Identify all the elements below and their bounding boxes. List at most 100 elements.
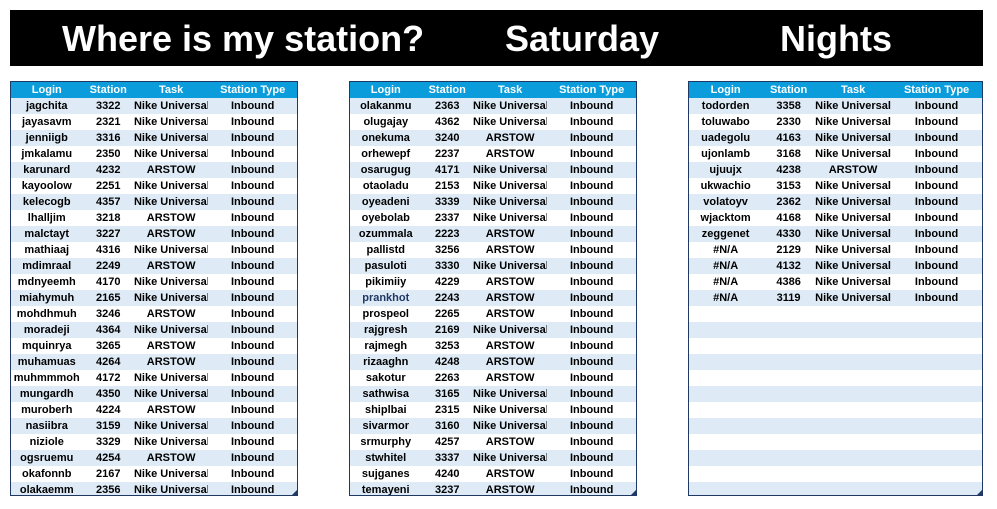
cell-station[interactable]: 4229 [421,274,473,290]
cell-type[interactable]: Inbound [208,306,297,322]
cell-type[interactable]: Inbound [208,354,297,370]
cell-task[interactable]: ARSTOW [472,466,548,482]
cell-type[interactable]: Inbound [208,130,297,146]
cell-type[interactable]: Inbound [547,274,636,290]
cell-task[interactable]: Nike Universal [472,98,548,114]
cell-login[interactable]: uadegolu [689,130,763,146]
cell-task[interactable]: ARSTOW [472,482,548,495]
cell-type[interactable]: Inbound [208,146,297,162]
cell-type[interactable]: Inbound [547,370,636,386]
cell-task[interactable]: Nike Universal [133,114,209,130]
cell-login[interactable]: lhalljim [11,210,83,226]
cell-login[interactable]: rajgresh [350,322,422,338]
cell-station[interactable]: 4350 [82,386,134,402]
cell-station[interactable]: 2153 [421,178,473,194]
cell-station[interactable]: 3218 [82,210,134,226]
cell-type[interactable]: Inbound [547,162,636,178]
cell-login[interactable]: orhewepf [350,146,422,162]
cell-station[interactable]: 3339 [421,194,473,210]
cell-station[interactable]: 4224 [82,402,134,418]
cell-task[interactable]: Nike Universal [133,98,209,114]
cell-task[interactable]: Nike Universal [133,146,209,162]
cell-type[interactable]: Inbound [208,370,297,386]
cell-login[interactable]: #N/A [689,258,763,274]
cell-task[interactable]: ARSTOW [472,242,548,258]
cell-task[interactable]: Nike Universal [472,322,548,338]
cell-station[interactable]: 4238 [762,162,815,178]
cell-login[interactable]: jenniigb [11,130,83,146]
cell-type[interactable]: Inbound [208,450,297,466]
cell-task[interactable]: Nike Universal [814,210,892,226]
cell-type[interactable]: Inbound [891,98,982,114]
cell-type[interactable]: Inbound [208,98,297,114]
cell-type[interactable]: Inbound [891,258,982,274]
cell-task[interactable]: Nike Universal [472,210,548,226]
cell-type[interactable]: Inbound [891,274,982,290]
cell-station[interactable]: 4248 [421,354,473,370]
cell-login[interactable]: wjacktom [689,210,763,226]
cell-login[interactable]: muroberh [11,402,83,418]
cell-task[interactable]: Nike Universal [472,418,548,434]
cell-task[interactable]: Nike Universal [814,226,892,242]
cell-login[interactable]: otaoladu [350,178,422,194]
cell-type[interactable]: Inbound [891,114,982,130]
cell-login[interactable]: #N/A [689,290,763,306]
cell-login[interactable]: todorden [689,98,763,114]
cell-task[interactable]: ARSTOW [472,354,548,370]
cell-task[interactable]: Nike Universal [814,274,892,290]
cell-login[interactable]: prankhot [350,290,422,306]
cell-type[interactable]: Inbound [547,146,636,162]
cell-task[interactable]: ARSTOW [472,290,548,306]
cell-task[interactable]: Nike Universal [133,418,209,434]
cell-station[interactable]: 3246 [82,306,134,322]
cell-login[interactable]: prospeol [350,306,422,322]
cell-task[interactable]: Nike Universal [472,386,548,402]
cell-login[interactable]: pallistd [350,242,422,258]
cell-station[interactable]: 2265 [421,306,473,322]
cell-task[interactable]: Nike Universal [133,482,209,496]
cell-station[interactable]: 4168 [762,210,815,226]
cell-task[interactable]: Nike Universal [133,386,209,402]
table-resize-handle[interactable] [977,490,982,495]
cell-station[interactable]: 4240 [421,466,473,482]
cell-type[interactable]: Inbound [547,338,636,354]
cell-type[interactable]: Inbound [547,402,636,418]
cell-task[interactable]: ARSTOW [133,258,209,274]
column-header-task[interactable]: Task [472,82,548,98]
cell-login[interactable]: kayoolow [11,178,83,194]
cell-task[interactable]: ARSTOW [133,338,209,354]
cell-task[interactable]: ARSTOW [472,226,548,242]
cell-login[interactable]: mdimraal [11,258,83,274]
cell-station[interactable]: 3329 [82,434,134,450]
cell-login[interactable]: pasuloti [350,258,422,274]
cell-login[interactable]: olugajay [350,114,422,130]
cell-station[interactable]: 2263 [421,370,473,386]
cell-type[interactable]: Inbound [208,434,297,450]
cell-station[interactable]: 4264 [82,354,134,370]
cell-login[interactable]: miahymuh [11,290,83,306]
cell-login[interactable]: olakanmu [350,98,422,114]
cell-login[interactable]: sujganes [350,466,422,482]
cell-station[interactable]: 2350 [82,146,134,162]
cell-login[interactable]: jagchita [11,98,83,114]
column-header-station[interactable]: Station [82,82,134,98]
cell-task[interactable]: ARSTOW [472,338,548,354]
cell-login[interactable]: rizaaghn [350,354,422,370]
cell-station[interactable]: 4172 [82,370,134,386]
cell-task[interactable]: ARSTOW [133,226,209,242]
cell-station[interactable]: 2363 [421,98,473,114]
cell-type[interactable]: Inbound [547,482,636,495]
column-header-login[interactable]: Login [11,82,83,98]
cell-login[interactable]: #N/A [689,242,763,258]
cell-login[interactable]: muhmmmoh [11,370,83,386]
cell-task[interactable]: ARSTOW [814,162,892,178]
cell-type[interactable]: Inbound [547,418,636,434]
cell-station[interactable]: 4357 [82,194,134,210]
cell-task[interactable]: Nike Universal [472,402,548,418]
cell-login[interactable]: sakotur [350,370,422,386]
cell-station[interactable]: 3256 [421,242,473,258]
cell-task[interactable]: Nike Universal [133,130,209,146]
cell-station[interactable]: 4132 [762,258,815,274]
cell-station[interactable]: 3253 [421,338,473,354]
cell-task[interactable]: Nike Universal [472,450,548,466]
